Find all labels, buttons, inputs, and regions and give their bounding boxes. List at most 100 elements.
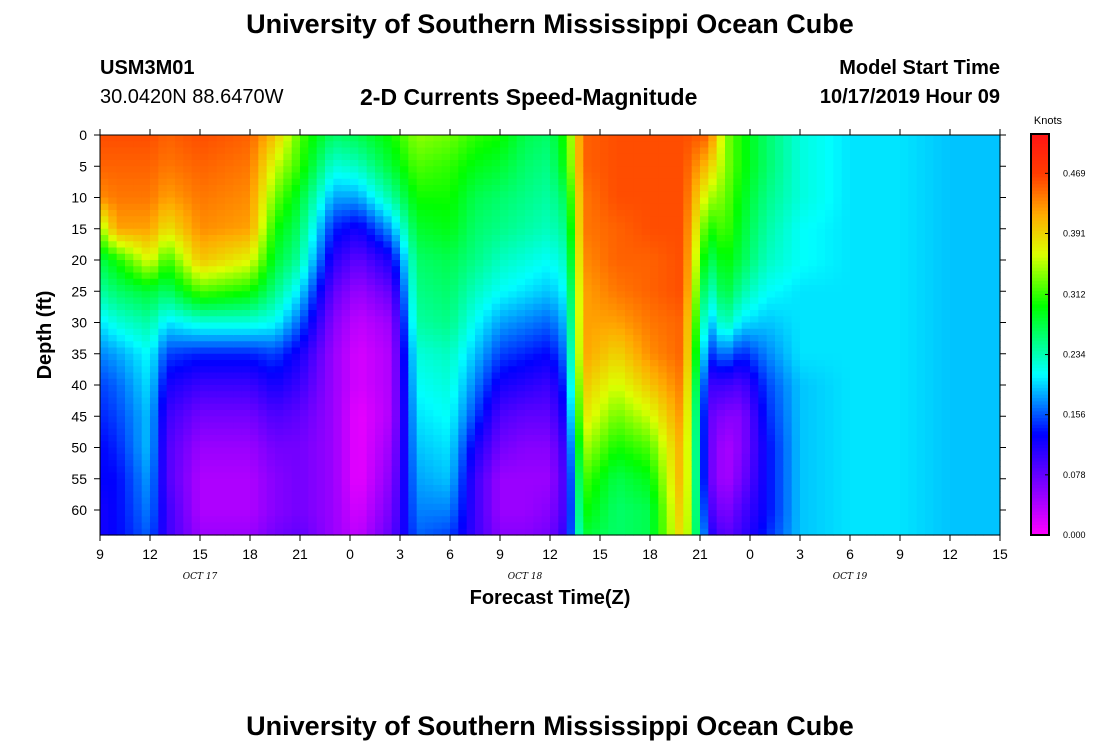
heatmap-cell xyxy=(116,185,126,192)
heatmap-cell xyxy=(650,510,659,517)
heatmap-cell xyxy=(400,253,409,261)
heatmap-cell xyxy=(316,291,326,299)
heatmap-cell xyxy=(608,478,618,486)
heatmap-cell xyxy=(658,516,668,524)
heatmap-cell xyxy=(658,172,668,180)
heatmap-cell xyxy=(641,285,651,292)
heatmap-cell xyxy=(550,297,559,305)
heatmap-cell xyxy=(158,422,168,430)
heatmap-cell xyxy=(466,516,476,524)
heatmap-cell xyxy=(350,228,359,236)
heatmap-cell xyxy=(291,210,301,217)
heatmap-cell xyxy=(441,516,451,524)
heatmap-cell xyxy=(433,428,443,436)
heatmap-cell xyxy=(383,328,393,336)
heatmap-cell xyxy=(616,403,626,411)
heatmap-cell xyxy=(716,178,726,186)
heatmap-cell xyxy=(516,241,526,249)
heatmap-cell xyxy=(325,241,334,249)
heatmap-cell xyxy=(166,172,176,180)
heatmap-cell xyxy=(558,310,568,317)
heatmap-cell xyxy=(175,372,184,380)
heatmap-cell xyxy=(583,210,593,217)
heatmap-cell xyxy=(150,485,159,492)
heatmap-cell xyxy=(266,241,276,249)
heatmap-cell xyxy=(666,328,676,336)
heatmap-cell xyxy=(150,303,159,311)
heatmap-cell xyxy=(158,391,168,399)
heatmap-cell xyxy=(416,216,426,224)
heatmap-cell xyxy=(183,360,193,367)
heatmap-cell xyxy=(425,441,434,449)
heatmap-cell xyxy=(633,185,643,192)
heatmap-cell xyxy=(341,522,351,530)
heatmap-cell xyxy=(383,197,393,205)
heatmap-cell xyxy=(383,503,393,511)
heatmap-cell xyxy=(541,441,551,449)
heatmap-cell xyxy=(200,510,209,517)
heatmap-cell xyxy=(708,516,718,524)
heatmap-cell xyxy=(650,266,659,274)
heatmap-cell xyxy=(700,141,709,149)
heatmap-cell xyxy=(233,203,243,211)
heatmap-cell xyxy=(516,272,526,280)
heatmap-cell xyxy=(141,491,151,499)
heatmap-cell xyxy=(600,435,609,442)
heatmap-cell xyxy=(525,241,534,249)
heatmap-cell xyxy=(341,497,351,505)
heatmap-cell xyxy=(475,360,484,367)
heatmap-cell xyxy=(533,322,543,330)
heatmap-cell xyxy=(591,472,601,480)
heatmap-cell xyxy=(441,385,451,392)
heatmap-cell xyxy=(466,216,476,224)
heatmap-cell xyxy=(133,203,143,211)
heatmap-cell xyxy=(616,372,626,380)
heatmap-cell xyxy=(550,266,559,274)
heatmap-cell xyxy=(716,266,726,274)
heatmap-cell xyxy=(141,241,151,249)
heatmap-cell xyxy=(133,353,143,361)
heatmap-cell xyxy=(100,266,109,274)
heatmap-cell xyxy=(316,297,326,305)
heatmap-cell xyxy=(233,472,243,480)
heatmap-cell xyxy=(208,516,218,524)
heatmap-cell xyxy=(183,222,193,230)
heatmap-cell xyxy=(675,372,684,380)
heatmap-cell xyxy=(525,491,534,499)
heatmap-cell xyxy=(525,266,534,274)
heatmap-cell xyxy=(525,160,534,167)
heatmap-cell xyxy=(300,328,309,336)
heatmap-cell xyxy=(183,441,193,449)
heatmap-cell xyxy=(633,222,643,230)
heatmap-cell xyxy=(358,247,368,255)
heatmap-cell xyxy=(350,460,359,467)
heatmap-cell xyxy=(258,328,268,336)
heatmap-cell xyxy=(491,166,501,174)
heatmap-cell xyxy=(300,216,309,224)
heatmap-cell xyxy=(433,447,443,455)
heatmap-cell xyxy=(150,266,159,274)
heatmap-cell xyxy=(566,216,576,224)
heatmap-cell xyxy=(391,416,401,424)
heatmap-cell xyxy=(475,210,484,217)
heatmap-cell xyxy=(208,360,218,367)
heatmap-cell xyxy=(250,428,259,436)
heatmap-cell xyxy=(508,460,518,467)
heatmap-cell xyxy=(283,216,293,224)
heatmap-cell xyxy=(116,147,126,155)
heatmap-cell xyxy=(508,303,518,311)
heatmap-cell xyxy=(641,441,651,449)
heatmap-cell xyxy=(650,491,659,499)
heatmap-cell xyxy=(183,478,193,486)
heatmap-cell xyxy=(583,178,593,186)
heatmap-cell xyxy=(641,135,651,142)
heatmap-cell xyxy=(533,516,543,524)
heatmap-cell xyxy=(558,360,568,367)
heatmap-cell xyxy=(625,260,634,267)
heatmap-cell xyxy=(466,278,476,286)
heatmap-cell xyxy=(158,310,168,317)
heatmap-cell xyxy=(125,222,134,230)
heatmap-cell xyxy=(483,147,493,155)
heatmap-cell xyxy=(666,260,676,267)
heatmap-cell xyxy=(658,147,668,155)
